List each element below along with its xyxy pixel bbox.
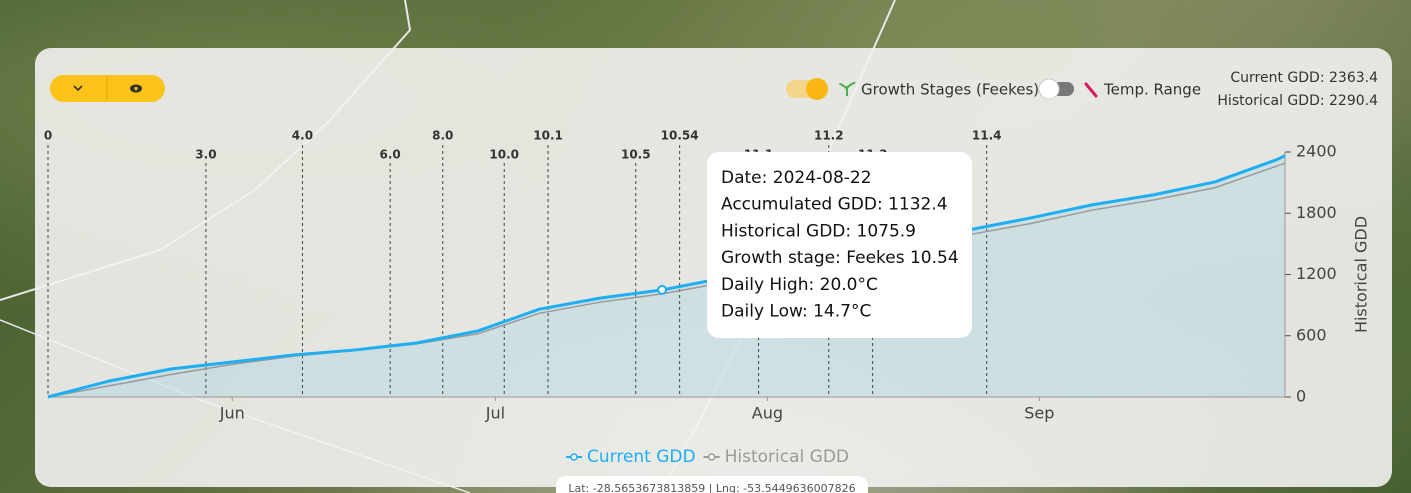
coordinates: Lat: -28.5653673813859 | Lng: -53.544963… — [568, 482, 855, 493]
y-axis-title: Historical GDD — [1352, 216, 1371, 333]
tooltip-line: Daily Low: 14.7°C — [721, 302, 871, 322]
hover-marker — [658, 286, 666, 294]
body: { "controls": { "growth_toggle": "Growth… — [0, 0, 1411, 493]
y-tick-label: 1800 — [1296, 203, 1337, 222]
temp-toggle-label[interactable]: Temp. Range — [1103, 81, 1201, 99]
stage-label: 0 — [44, 129, 52, 143]
legend-label[interactable]: Historical GDD — [725, 447, 849, 467]
legend-label[interactable]: Current GDD — [587, 447, 696, 467]
tooltip-line: Daily High: 20.0°C — [721, 275, 878, 295]
stage-label: 4.0 — [292, 129, 313, 143]
x-tick-label: Jun — [219, 404, 245, 423]
stage-label: 10.1 — [533, 129, 563, 143]
growth-toggle-label[interactable]: Growth Stages (Feekes) — [861, 81, 1039, 99]
y-tick-label: 1200 — [1296, 264, 1337, 283]
stage-label: 10.5 — [621, 148, 651, 162]
legend-icon-dot — [571, 454, 577, 460]
stage-label: 8.0 — [432, 129, 453, 143]
current-gdd-summary: Current GDD: 2363.4 — [1230, 70, 1378, 86]
eye-pupil — [134, 87, 137, 90]
toggle-knob[interactable] — [1039, 79, 1059, 99]
tooltip-line: Historical GDD: 1075.9 — [721, 221, 916, 241]
tooltip-line: Date: 2024-08-22 — [721, 168, 872, 188]
stage-label: 11.2 — [814, 129, 844, 143]
stage-label: 10.54 — [661, 129, 699, 143]
stage-label: 11.4 — [972, 129, 1002, 143]
page: html, body { margin: 0; padding: 0; widt… — [0, 0, 1411, 493]
y-tick-label: 600 — [1296, 325, 1327, 344]
y-tick-label: 2400 — [1296, 142, 1337, 161]
stage-label: 3.0 — [195, 148, 216, 162]
historical-gdd-summary: Historical GDD: 2290.4 — [1217, 93, 1378, 109]
x-tick-label: Sep — [1024, 404, 1054, 423]
y-tick-label: 0 — [1296, 387, 1306, 406]
tooltip-line: Accumulated GDD: 1132.4 — [721, 195, 948, 215]
tooltip: Date: 2024-08-22 Accumulated GDD: 1132.4 H… — [707, 152, 972, 338]
gdd-widget: Growth Stages (Feekes) Temp. Range Curre… — [0, 0, 1411, 493]
x-tick-label: Jul — [485, 404, 505, 423]
stage-label: 6.0 — [380, 148, 401, 162]
toggle-knob[interactable] — [806, 78, 828, 100]
tooltip-line: Growth stage: Feekes 10.54 — [721, 248, 959, 268]
x-tick-label: Aug — [752, 404, 783, 423]
legend-icon-dot — [709, 454, 715, 460]
stage-label: 10.0 — [489, 148, 519, 162]
